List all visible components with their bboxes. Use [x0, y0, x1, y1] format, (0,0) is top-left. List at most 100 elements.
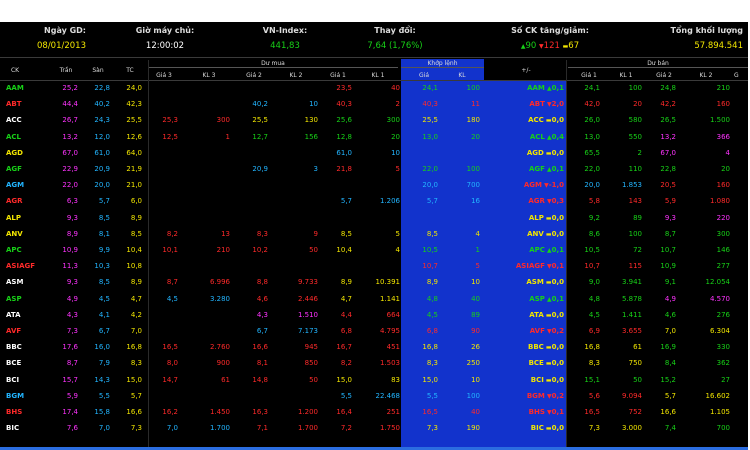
cell-ask-vol1: 752	[628, 408, 642, 416]
table-row[interactable]: AGD 67,0 61,0 64,0 61,0 10 65,5 2 67,0 4 AGD ▬0,0	[0, 147, 748, 163]
table-row[interactable]: AGF 22,9 20,9 21,9 20,9 3 21,8 5 22,0 100 22,0 110 2…	[0, 163, 748, 179]
cell-match-price: 10,5	[422, 246, 438, 254]
table-row[interactable]: ASIAGF 11,3 10,3 10,8 10,7 5 10,7 115 10,9 277 ASI…	[0, 260, 748, 276]
cell-floor: 4,5	[98, 294, 110, 303]
change-symbol: AGF	[528, 165, 545, 173]
cell-symbol[interactable]: BHS	[6, 408, 23, 416]
table-row[interactable]: BCI 15,7 14,3 15,0 14,7 61 14,8 50 15,0 83 15,0 10 1…	[0, 374, 748, 390]
cell-floor: 20,0	[94, 181, 110, 190]
table-row[interactable]: BHS 17,4 15,8 16,6 16,2 1.450 16,3 1.200 16,4 251…	[0, 406, 748, 422]
cell-symbol[interactable]: ALP	[6, 213, 22, 222]
cell-ceiling: 44,4	[62, 100, 78, 109]
table-row[interactable]: ACL 13,2 12,0 12,6 12,5 1 12,7 156 12,8 20 13,0 20 1…	[0, 131, 748, 147]
cell-symbol[interactable]: AGM	[6, 181, 25, 190]
col-header-ceiling[interactable]: Trần	[59, 67, 73, 74]
col-header-bid-price2[interactable]: Giá 2	[246, 72, 262, 79]
cell-bid-price3: 7,0	[166, 424, 178, 433]
cell-bid-vol2: 1.700	[297, 424, 318, 433]
cell-symbol[interactable]: ASIAGF	[6, 262, 36, 271]
cell-symbol[interactable]: ANV	[6, 229, 23, 238]
table-row[interactable]: ANV 8,9 8,1 8,5 8,2 13 8,3 9 8,5 5 8,5 4 8,6 100 8,7 30…	[0, 228, 748, 244]
table-row[interactable]: BBC 17,6 16,0 16,8 16,5 2.760 16,6 945 16,7 451 16…	[0, 341, 748, 357]
col-header-match-vol[interactable]: KL	[458, 72, 466, 79]
cell-symbol[interactable]: ASM	[6, 278, 24, 287]
cell-change: BGM ▼0,2	[486, 392, 564, 400]
cell-bid-vol2: 850	[304, 359, 318, 368]
cell-ask-vol2: 27	[721, 375, 730, 384]
table-row[interactable]: APC 10,9 9,9 10,4 10,1 210 10,2 50 10,4 4 10,5 1 10,…	[0, 244, 748, 260]
cell-ask-vol1: 3.655	[621, 327, 642, 335]
table-row[interactable]: ACC 26,7 24,3 25,5 25,3 300 25,5 130 25,6 300 25,5…	[0, 114, 748, 130]
cell-ask-price1: 10,5	[584, 246, 600, 254]
table-row[interactable]: ASM 9,3 8,5 8,9 8,7 6.996 8,8 9.733 8,9 10.391 8,9…	[0, 276, 748, 292]
table-row[interactable]: AGR 6,3 5,7 6,0 5,7 1.206 5,7 16 5,8 143 5,9 1.080 A…	[0, 195, 748, 211]
cell-symbol[interactable]: ASP	[6, 294, 22, 303]
col-header-reference[interactable]: TC	[126, 67, 134, 74]
cell-ask-vol1: 3.000	[621, 424, 642, 433]
table-row[interactable]: AAM 25,2 22,8 24,0 23,5 40 24,1 100 24,1 100 24,8 2…	[0, 82, 748, 98]
cell-symbol[interactable]: AVF	[6, 327, 22, 335]
cell-symbol[interactable]: AGF	[6, 165, 22, 173]
change-value: 0,3	[551, 197, 564, 206]
col-header-change[interactable]: +/-	[521, 67, 531, 74]
change-symbol: ABT	[529, 100, 545, 109]
col-header-ask-price1[interactable]: Giá 1	[581, 72, 597, 79]
cell-symbol[interactable]: ACL	[6, 132, 22, 141]
col-header-ck[interactable]: CK	[10, 67, 20, 74]
cell-reference: 5,7	[130, 391, 142, 400]
cell-bid-price3: 16,2	[162, 408, 178, 416]
up-down-count-values: ▲90 ▼121 ▬67	[505, 41, 595, 51]
table-row[interactable]: BIC 7,6 7,0 7,3 7,0 1.700 7,1 1.700 7,2 1.750 7,3 1…	[0, 422, 748, 438]
col-header-floor[interactable]: Sàn	[92, 67, 104, 74]
cell-symbol[interactable]: ABT	[6, 100, 22, 109]
table-row[interactable]: ALP 9,3 8,5 8,9 9,2 89 9,3 220 ALP ▬0,0	[0, 212, 748, 228]
cell-match-vol: 10	[471, 375, 480, 384]
cell-bid-vol1: 451	[386, 343, 400, 352]
cell-symbol[interactable]: BIC	[6, 424, 20, 433]
col-header-ask-vol2[interactable]: KL 2	[699, 72, 713, 79]
table-row[interactable]: BCE 8,7 7,9 8,3 8,0 900 8,1 850 8,2 1.503 8,3 250 8,…	[0, 357, 748, 373]
cell-bid-vol2: 9	[313, 229, 318, 238]
cell-symbol[interactable]: BCI	[6, 375, 20, 384]
cell-floor: 15,8	[94, 408, 110, 416]
arrow-up-icon: ▲	[544, 166, 552, 173]
cell-bid-vol2: 156	[304, 132, 318, 141]
cell-symbol[interactable]: ATA	[6, 310, 21, 319]
cell-reference: 7,0	[130, 327, 142, 335]
table-row[interactable]: ASP 4,9 4,5 4,7 4,5 3.280 4,6 2.446 4,7 1.141 4,8 4…	[0, 293, 748, 309]
cell-symbol[interactable]: AGR	[6, 197, 23, 206]
col-header-ask-vol1[interactable]: KL 1	[619, 72, 633, 79]
cell-bid-price3: 25,3	[162, 116, 178, 125]
col-header-bid-price1[interactable]: Giá 1	[330, 72, 346, 79]
cell-change: ACL ▲0,4	[486, 133, 564, 141]
col-header-bid-price3[interactable]: Giá 3	[156, 72, 172, 79]
vnindex-value: 441,83	[270, 41, 300, 51]
table-row[interactable]: BGM 5,9 5,5 5,7 5,5 22.468 5,5 100 5,6 9.094 5,7 16…	[0, 390, 748, 406]
cell-floor: 10,3	[94, 262, 110, 271]
col-header-ask-price3[interactable]: G	[734, 72, 739, 79]
table-row[interactable]: ABT 44,4 40,2 42,3 40,2 10 40,3 2 40,3 11 42,0 20 42…	[0, 98, 748, 114]
cell-symbol[interactable]: BBC	[6, 343, 22, 352]
table-row[interactable]: AGM 22,0 20,0 21,0 20,0 700 20,0 1.853 20,5 160 AG…	[0, 179, 748, 195]
cell-symbol[interactable]: AGD	[6, 148, 23, 157]
col-header-bid-vol2[interactable]: KL 2	[289, 72, 303, 79]
cell-symbol[interactable]: APC	[6, 246, 22, 254]
col-header-match-price[interactable]: Giá	[419, 72, 429, 79]
change-label: Thay đổi:	[374, 26, 416, 35]
cell-symbol[interactable]: AAM	[6, 84, 24, 92]
server-time-block: Giờ máy chủ: 12:00:02	[130, 26, 200, 56]
table-row[interactable]: AVF 7,3 6,7 7,0 6,7 7.173 6,8 4.795 6,8 90 6,9 3.65…	[0, 325, 748, 341]
change-value: 0,1	[551, 408, 564, 416]
col-header-bid-vol3[interactable]: KL 3	[202, 72, 216, 79]
cell-match-price: 20,0	[422, 181, 438, 190]
cell-match-vol: 40	[471, 408, 480, 416]
cell-symbol[interactable]: BCE	[6, 359, 22, 368]
cell-reference: 12,6	[126, 132, 142, 141]
cell-symbol[interactable]: BGM	[6, 391, 25, 400]
cell-symbol[interactable]: ACC	[6, 116, 22, 125]
col-header-bid-vol1[interactable]: KL 1	[371, 72, 385, 79]
col-header-ask-price2[interactable]: Giá 2	[656, 72, 672, 79]
table-row[interactable]: ATA 4,3 4,1 4,2 4,3 1.510 4,4 664 4,5 89 4,5 1.411 4…	[0, 309, 748, 325]
bottom-scrollbar[interactable]	[0, 447, 748, 450]
up-down-count-label: Số CK tăng/giảm:	[511, 26, 589, 35]
